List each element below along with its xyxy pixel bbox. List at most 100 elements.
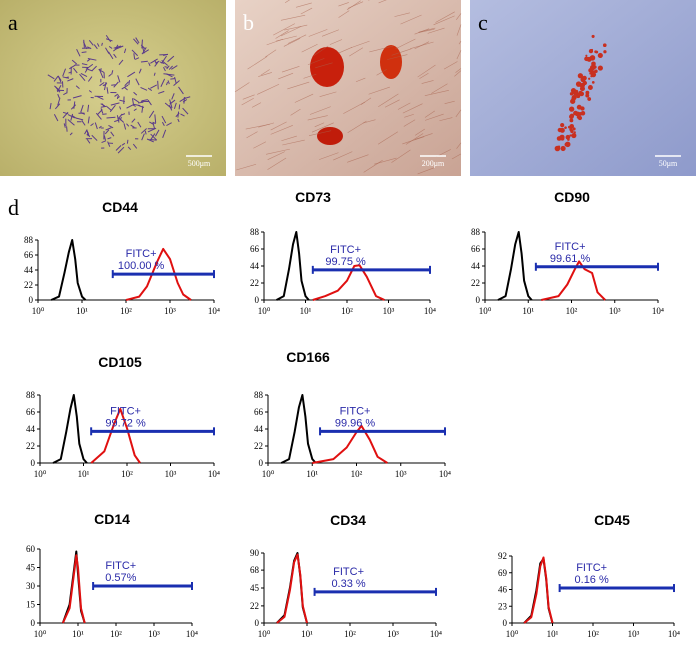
cell [91, 65, 97, 72]
y-tick-label: 66 [250, 244, 260, 254]
cell [83, 39, 85, 48]
cell [301, 43, 318, 53]
y-tick-label: 30 [26, 581, 36, 591]
cell [284, 24, 308, 31]
cell [439, 117, 453, 122]
lipid-droplet [585, 93, 590, 98]
cell [75, 85, 80, 90]
cell [138, 101, 144, 104]
cell [100, 103, 106, 107]
y-tick-label: 0 [255, 295, 260, 305]
cell [391, 48, 412, 56]
cell [96, 43, 100, 47]
cell [251, 102, 262, 108]
cell [87, 46, 92, 50]
cell [234, 82, 250, 93]
cell [67, 114, 76, 119]
y-tick-label: 44 [24, 265, 34, 275]
cell [81, 120, 86, 126]
cell [96, 109, 103, 116]
cell [456, 13, 462, 20]
cell [433, 15, 455, 26]
cell [69, 132, 73, 136]
cell [105, 34, 112, 43]
x-tick-label: 10² [120, 306, 132, 316]
histogram-curve [61, 554, 86, 624]
cell [103, 135, 106, 141]
y-tick-label: 44 [26, 424, 36, 434]
cell [73, 67, 78, 74]
cell [165, 81, 169, 86]
cell [167, 55, 175, 63]
cell [108, 51, 114, 60]
cell [101, 42, 103, 46]
x-tick-label: 10⁰ [479, 306, 492, 316]
cell [321, 29, 340, 37]
cell [236, 163, 257, 171]
cell [57, 75, 62, 81]
y-tick-label: 22 [26, 441, 35, 451]
x-tick-label: 10² [121, 469, 133, 479]
cell [307, 58, 325, 66]
chart-title: CD105 [98, 354, 142, 370]
cell [100, 108, 104, 114]
x-tick-label: 10⁴ [186, 629, 198, 639]
cell [295, 2, 312, 8]
cell [62, 111, 69, 115]
gate-annotation: FITC+ [330, 244, 361, 256]
x-tick-label: 10⁴ [439, 469, 451, 479]
cell [242, 94, 255, 100]
gate-percent: 100.00 % [118, 260, 165, 272]
y-tick-label: 66 [254, 407, 264, 417]
y-tick-label: 0 [31, 458, 36, 468]
cell [98, 68, 105, 73]
lipid-droplet [603, 50, 607, 54]
cell [115, 145, 122, 151]
lipid-droplet [576, 116, 579, 119]
cell [378, 93, 399, 107]
cell [97, 96, 104, 100]
x-tick-label: 10⁰ [32, 306, 45, 316]
cell [258, 122, 275, 128]
x-tick-label: 10² [110, 629, 122, 639]
lipid-droplet [574, 92, 579, 97]
cell [102, 113, 107, 115]
x-tick-label: 10¹ [301, 629, 313, 639]
lipid-droplet [560, 123, 565, 128]
y-tick-label: 22 [250, 278, 259, 288]
cell [419, 73, 429, 79]
cell [417, 167, 436, 175]
x-tick-label: 10³ [609, 306, 621, 316]
cell [294, 93, 314, 103]
micrograph-c [470, 0, 696, 176]
gate-percent: 99.96 % [335, 417, 376, 429]
cell [147, 87, 153, 92]
cell [162, 129, 167, 138]
cell [178, 104, 181, 110]
cell [126, 139, 129, 144]
cell [131, 118, 136, 123]
y-tick-label: 66 [24, 250, 34, 260]
y-tick-label: 44 [250, 261, 260, 271]
lipid-droplet [590, 55, 594, 59]
x-tick-label: 10³ [628, 629, 640, 639]
cell [338, 10, 350, 18]
cell [110, 131, 115, 137]
lipid-droplet [585, 54, 588, 57]
cell [278, 72, 294, 80]
cell [141, 133, 145, 141]
cell [410, 41, 434, 50]
gate-percent: 99.75 % [325, 256, 366, 268]
y-tick-label: 22 [250, 601, 259, 611]
cell [300, 7, 313, 15]
cell [402, 136, 425, 145]
gate-annotation: FITC+ [105, 560, 136, 572]
cell [127, 71, 136, 78]
x-tick-label: 10² [587, 629, 599, 639]
cell [166, 122, 172, 127]
lipid-droplet [591, 34, 595, 38]
cell [113, 53, 117, 59]
cell [147, 99, 152, 106]
cell [106, 116, 116, 119]
cell [404, 113, 414, 118]
